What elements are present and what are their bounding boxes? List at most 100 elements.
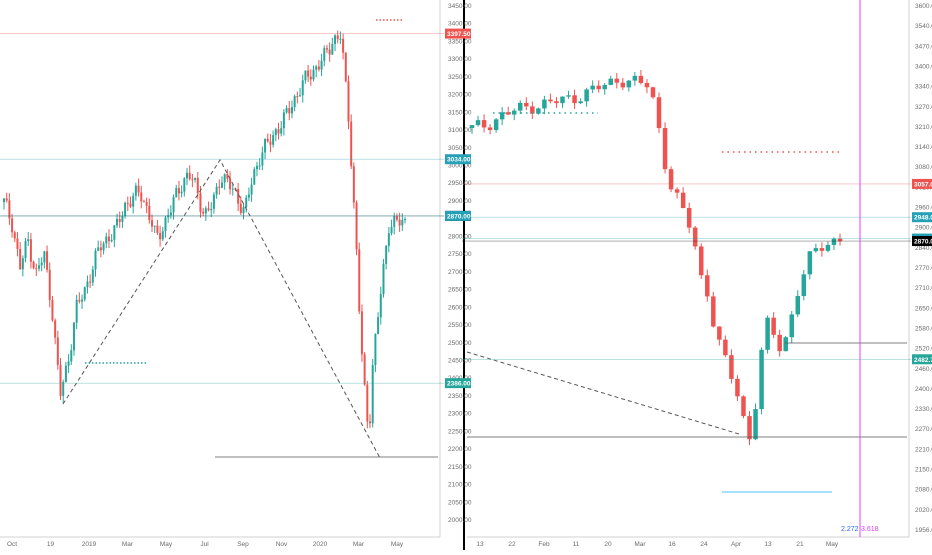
right-x-tick-label: 11	[573, 541, 580, 548]
left-candle-body	[377, 317, 380, 334]
right-candle-body	[759, 349, 764, 410]
left-candle-body	[102, 243, 105, 251]
left-candle-body	[210, 208, 213, 211]
right-y-tick-label: 2770.00	[915, 265, 932, 272]
right-price-badge	[912, 212, 932, 223]
right-candle-body	[650, 87, 656, 98]
left-candle-body	[188, 172, 191, 180]
right-y-tick-label: 3400.00	[915, 63, 932, 70]
left-candle-body	[151, 220, 154, 227]
left-candle-body	[282, 112, 285, 129]
left-candle-body	[199, 193, 202, 212]
left-candle-body	[404, 219, 406, 221]
right-candle-body	[747, 416, 752, 440]
left-price-badge-label: 3397.50	[447, 31, 471, 38]
left-candle-body	[288, 108, 291, 114]
left-candle-body	[290, 107, 293, 114]
left-price-badge	[445, 210, 471, 221]
left-candle-body	[16, 238, 19, 250]
right-candle-body	[698, 246, 704, 276]
right-candle-body	[807, 251, 813, 275]
right-price-axis[interactable]	[909, 0, 932, 550]
left-candle-body	[229, 178, 232, 190]
right-candle-body	[590, 85, 595, 90]
left-candle-body	[239, 203, 242, 214]
right-candle-body	[602, 84, 607, 90]
right-candle-body	[524, 102, 529, 107]
right-candle-body	[680, 192, 686, 208]
right-group: 3600.00 3540.00 3470.00 3400.00 3340.00 3270.…	[462, 3, 932, 548]
right-y-tick-label: 3080.00	[915, 164, 932, 171]
left-candle-body	[62, 382, 65, 396]
left-candle-body	[285, 108, 288, 113]
right-candle-body	[705, 275, 710, 297]
right-candle-body	[644, 82, 650, 88]
left-x-tick-label: Sep	[237, 541, 249, 548]
right-candle-body	[499, 112, 505, 120]
left-candle-body	[342, 38, 345, 53]
left-candle-body	[226, 174, 229, 179]
left-candle-body	[277, 129, 280, 134]
left-candle-body	[191, 179, 194, 181]
right-x-tick-label: 13	[476, 541, 484, 548]
left-candle-body	[323, 48, 326, 61]
left-y-tick-label: 3350.00	[448, 38, 472, 45]
right-y-tick-label: 2900.00	[915, 225, 932, 232]
left-y-tick-label: 3150.00	[448, 109, 472, 116]
right-y-tick-label: 3600.00	[915, 3, 932, 10]
left-candle-body	[134, 185, 137, 196]
left-candle-body	[304, 70, 307, 81]
left-candle-body	[401, 219, 404, 226]
left-candle-body	[371, 365, 374, 424]
left-plot-area[interactable]	[0, 0, 440, 537]
left-price-axis[interactable]	[440, 0, 462, 550]
right-candle-body	[596, 85, 601, 90]
left-candle-body	[8, 200, 11, 219]
left-candle-body	[398, 219, 401, 226]
right-candle-body	[692, 227, 698, 247]
left-y-tick-label: 2000.00	[448, 517, 472, 524]
left-candle-body	[315, 66, 318, 70]
left-y-tick-label: 2500.00	[448, 340, 472, 347]
left-candle-body	[293, 96, 296, 108]
left-candle-body	[223, 174, 226, 183]
left-candle-body	[59, 364, 62, 396]
right-y-tick-label: 2520.00	[915, 346, 932, 353]
right-y-tick-label: 3210.00	[915, 124, 932, 131]
left-y-tick-label: 2750.00	[448, 251, 472, 258]
left-candle-body	[40, 262, 43, 266]
left-candle-body	[37, 265, 40, 269]
right-candle-body	[735, 378, 740, 397]
left-candle-body	[164, 217, 167, 232]
left-candle-body	[172, 197, 175, 213]
right-candle-body	[475, 120, 481, 126]
right-x-tick-label: 16	[668, 541, 676, 548]
left-y-tick-label: 2200.00	[448, 446, 472, 453]
right-trendline	[466, 351, 740, 435]
right-plot-area[interactable]	[467, 0, 909, 537]
right-candle-body	[608, 78, 614, 85]
right-x-tick-label: Feb	[538, 541, 550, 548]
left-price-badge	[445, 154, 471, 165]
left-x-tick-label: Mar	[353, 541, 365, 548]
left-candle-body	[334, 35, 337, 45]
right-candle-body	[572, 95, 577, 104]
left-candle-body	[250, 184, 253, 195]
left-y-tick-label: 3450.00	[448, 3, 472, 10]
left-candle-body	[81, 299, 84, 302]
left-candle-body	[247, 194, 250, 198]
left-candle-body	[269, 141, 272, 145]
right-y-tick-label: 2020.00	[915, 507, 932, 514]
right-y-tick-label: 3270.00	[915, 104, 932, 111]
left-y-tick-label: 2800.00	[448, 233, 472, 240]
left-candle-body	[266, 138, 269, 142]
right-candle-body	[795, 296, 801, 315]
left-price-badge	[445, 378, 471, 389]
right-y-tick-label: 1956.00	[915, 527, 932, 534]
left-y-tick-label: 3300.00	[448, 56, 472, 63]
right-candle-body	[686, 207, 692, 228]
left-candle-body	[379, 294, 382, 318]
right-x-tick-label: 24	[700, 541, 708, 548]
